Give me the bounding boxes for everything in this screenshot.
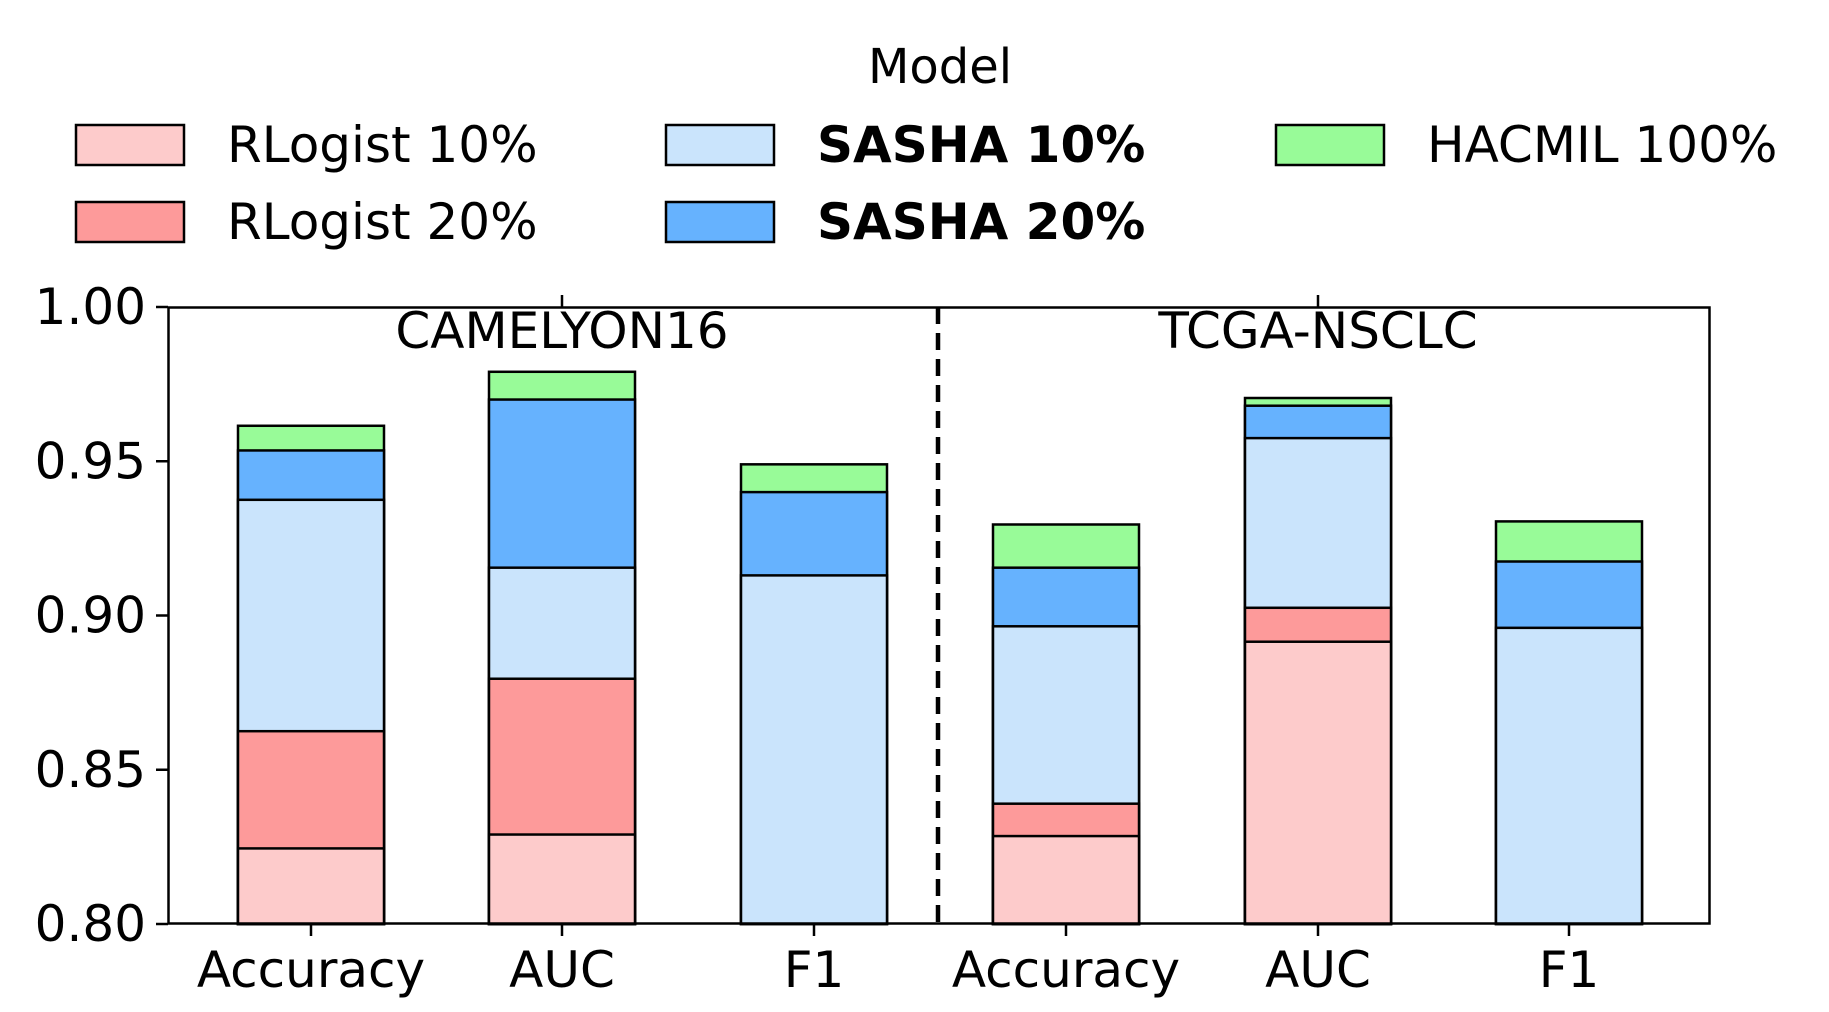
bar-rlogist-10--4 xyxy=(1243,640,1393,926)
x-tick-label: F1 xyxy=(1539,941,1600,999)
legend-swatch xyxy=(664,200,776,244)
legend-label: RLogist 10% xyxy=(227,116,538,174)
y-tick-label: 0.95 xyxy=(35,432,146,490)
bar-sasha-10--5 xyxy=(1494,626,1644,926)
y-tick-label: 0.85 xyxy=(35,741,146,799)
group-label: TCGA-NSCLC xyxy=(1157,302,1477,360)
y-tick-label: 0.80 xyxy=(35,895,146,953)
legend: RLogist 10% RLogist 20% SASHA 10% SASHA 20%… xyxy=(74,116,1777,251)
legend-label: SASHA 20% xyxy=(817,193,1145,251)
x-tick-label: AUC xyxy=(509,941,615,999)
y-tick-label: 0.90 xyxy=(35,587,146,645)
legend-swatch xyxy=(664,123,776,167)
group-label: CAMELYON16 xyxy=(395,302,728,360)
legend-swatch xyxy=(74,123,186,167)
legend-swatch xyxy=(1274,123,1386,167)
y-tick-label: 1.00 xyxy=(35,278,146,336)
y-axis: 0.80 0.85 0.90 0.95 1.00 xyxy=(35,278,168,953)
legend-label: SASHA 10% xyxy=(817,116,1145,174)
x-tick-label: Accuracy xyxy=(197,941,425,999)
bar-rlogist-10--3 xyxy=(991,834,1141,926)
x-axis: Accuracy AUC F1 Accuracy AUC F1 xyxy=(197,924,1599,999)
bar-rlogist-10--1 xyxy=(487,833,637,926)
x-tick-label: F1 xyxy=(784,941,845,999)
x-tick-label: AUC xyxy=(1265,941,1371,999)
group-labels: CAMELYON16 TCGA-NSCLC xyxy=(395,295,1478,360)
bars xyxy=(236,370,1644,926)
legend-label: RLogist 20% xyxy=(227,193,538,251)
legend-title: Model xyxy=(868,39,1012,95)
bar-rlogist-10--0 xyxy=(236,847,386,926)
legend-swatch xyxy=(74,200,186,244)
x-tick-label: Accuracy xyxy=(952,941,1180,999)
legend-label: HACMIL 100% xyxy=(1427,116,1777,174)
bar-sasha-10--2 xyxy=(739,574,889,926)
